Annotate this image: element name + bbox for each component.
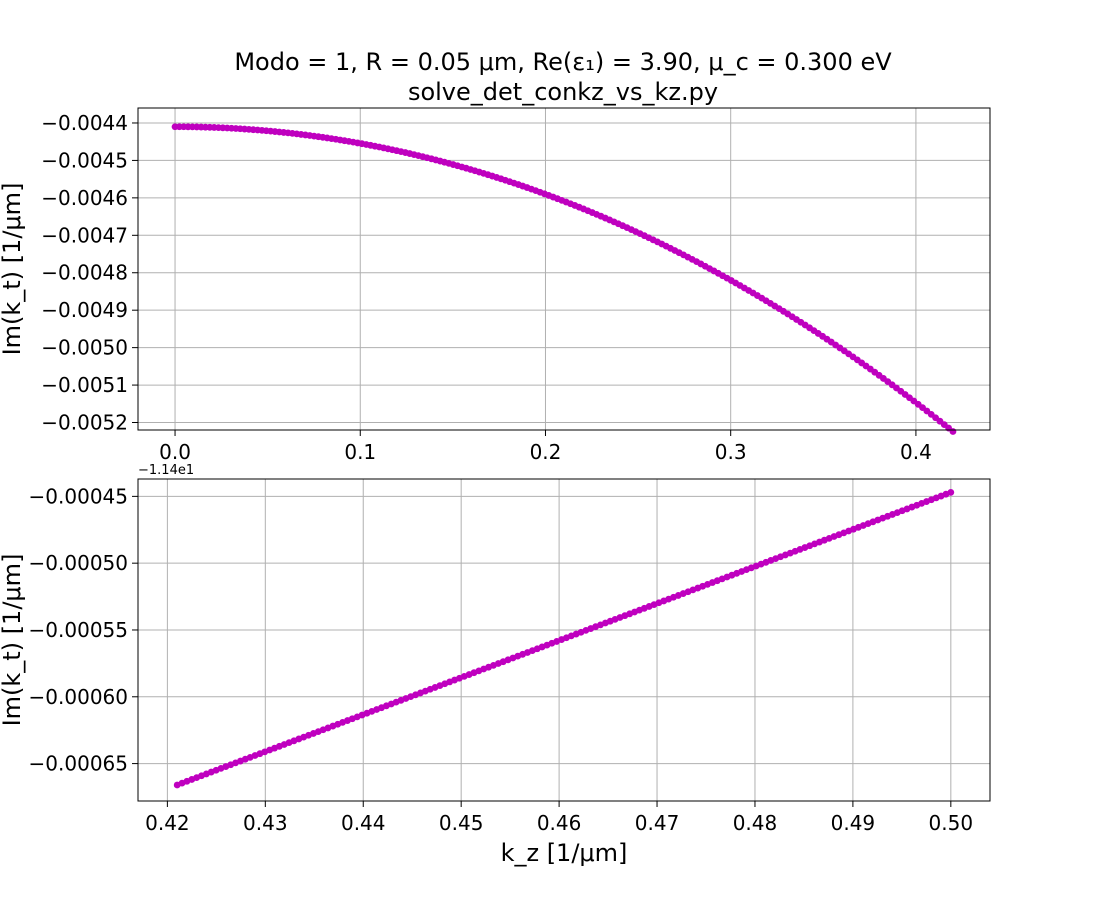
bottom-plot-x-tick-label: 0.48 (733, 811, 778, 835)
top-plot-x-tick-label: 0.4 (900, 440, 932, 464)
bottom-plot-points (173, 488, 955, 789)
figure-title-line2: solve_det_conkz_vs_kz.py (408, 78, 718, 106)
top-plot-y-tick-label: −0.0047 (41, 223, 128, 247)
bottom-plot-y-tick-label: −0.00065 (29, 752, 128, 776)
bottom-plot-data-point (947, 488, 955, 496)
top-plot-x-tick-label: 0.2 (530, 440, 562, 464)
bottom-plot-y-tick-label: −0.00060 (29, 685, 128, 709)
bottom-plot-x-tick-label: 0.50 (929, 811, 974, 835)
bottom-plot-x-tick-label: 0.43 (243, 811, 288, 835)
top-plot-y-tick-label: −0.0050 (41, 336, 128, 360)
top-plot-y-tick-label: −0.0052 (41, 411, 128, 435)
bottom-plot-frame (137, 478, 991, 802)
top-plot-x-tick-label: 0.3 (715, 440, 747, 464)
figure-title-line1: Modo = 1, R = 0.05 μm, Re(ε₁) = 3.90, μ_… (234, 48, 892, 76)
top-plot-frame (137, 107, 991, 431)
bottom-plot-x-tick-label: 0.47 (635, 811, 680, 835)
bottom-plot-ticks: 0.42 0.43 0.44 0.45 0.46 0.47 0.48 0.49 0.50 −0.0… (29, 484, 974, 835)
top-plot-y-tick-label: −0.0045 (41, 148, 128, 172)
bottom-plot-y-axis-label: Im(k_t) [1/μm] (0, 554, 26, 727)
bottom-plot-y-offset-text: −1.14e1 (138, 463, 194, 478)
bottom-plot-y-tick-label: −0.00050 (29, 551, 128, 575)
bottom-plot-x-tick-label: 0.42 (145, 811, 190, 835)
bottom-plot-x-tick-label: 0.44 (341, 811, 386, 835)
top-plot-y-tick-label: −0.0049 (41, 298, 128, 322)
top-plot-grid (138, 108, 990, 430)
top-plot-points (171, 123, 957, 435)
bottom-plot-x-axis-label: k_z [1/μm] (501, 839, 628, 867)
top-plot-panel: 0.0 0.1 0.2 0.3 0.4 −0.0044 −0.0045 −0.0046 −0.0… (0, 107, 991, 464)
top-plot-data-point (949, 428, 957, 435)
top-plot-y-tick-label: −0.0044 (41, 111, 128, 135)
top-plot-y-tick-label: −0.0051 (41, 373, 128, 397)
top-plot-x-tick-label: 0.0 (159, 440, 191, 464)
top-plot-y-axis-label: Im(k_t) [1/μm] (0, 183, 26, 356)
bottom-plot-y-tick-label: −0.00045 (29, 484, 128, 508)
top-plot-y-tick-label: −0.0046 (41, 186, 128, 210)
bottom-plot-x-tick-label: 0.46 (537, 811, 582, 835)
bottom-plot-x-tick-label: 0.45 (439, 811, 484, 835)
top-plot-x-tick-label: 0.1 (344, 440, 376, 464)
bottom-plot-x-tick-label: 0.49 (831, 811, 876, 835)
top-plot-ticks: 0.0 0.1 0.2 0.3 0.4 −0.0044 −0.0045 −0.0046 −0.0… (41, 111, 932, 464)
bottom-plot-y-tick-label: −0.00055 (29, 618, 128, 642)
bottom-plot-panel: 0.42 0.43 0.44 0.45 0.46 0.47 0.48 0.49 0.50 −0.0… (0, 463, 991, 867)
top-plot-y-tick-label: −0.0048 (41, 261, 128, 285)
